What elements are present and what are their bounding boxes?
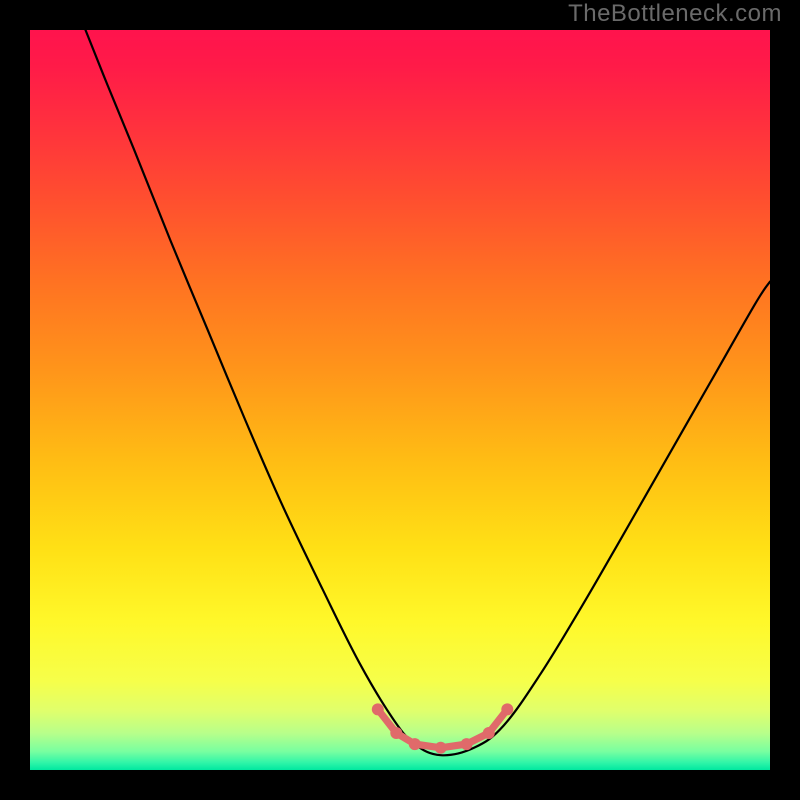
optimal-range-bead: [461, 738, 473, 750]
watermark-text: TheBottleneck.com: [568, 0, 782, 28]
chart-canvas: TheBottleneck.com: [0, 0, 800, 800]
heatmap-plot: [0, 0, 800, 800]
optimal-range-bead: [435, 742, 447, 754]
optimal-range-bead: [390, 727, 402, 739]
optimal-range-bead: [501, 703, 513, 715]
gradient-heatmap: [30, 30, 770, 770]
optimal-range-bead: [483, 727, 495, 739]
optimal-range-bead: [409, 738, 421, 750]
optimal-range-bead: [372, 703, 384, 715]
